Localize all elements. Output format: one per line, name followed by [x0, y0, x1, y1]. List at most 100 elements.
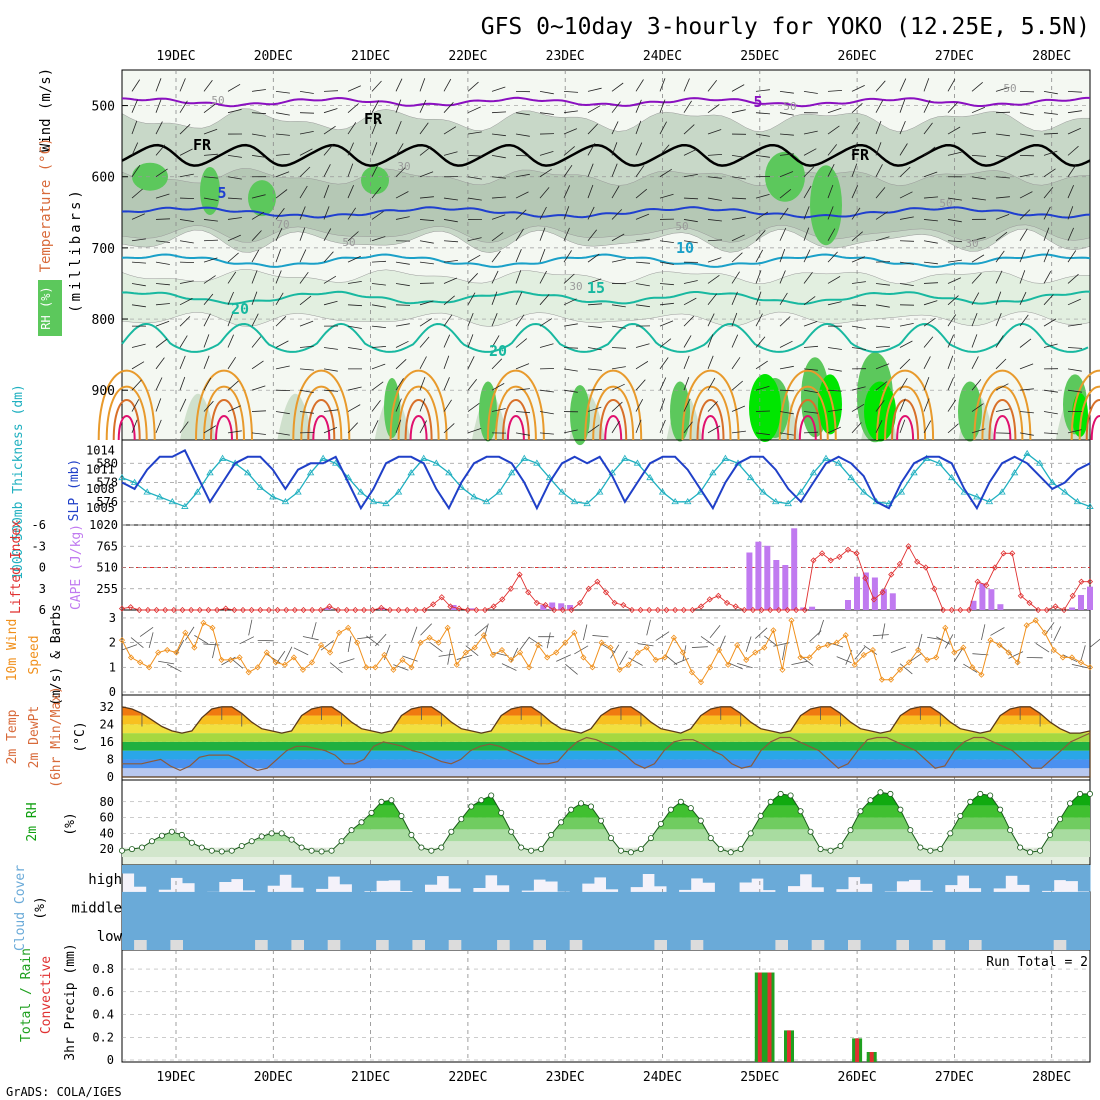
wind10m-barb	[565, 663, 578, 675]
thickness-line-point	[948, 473, 956, 481]
lifted-index-line-point	[153, 606, 160, 614]
precip-convective-bar	[869, 1052, 874, 1062]
lifted-index-line-point	[620, 601, 627, 609]
temp-band	[122, 715, 1090, 725]
wind-barb	[995, 291, 1002, 305]
lifted-index-line-point	[309, 606, 316, 614]
warm-isotherm-arch	[112, 398, 141, 441]
wind-barb	[155, 398, 162, 412]
cape-bar	[378, 607, 385, 610]
lifted-index-line-point	[1061, 606, 1068, 614]
rh-green-patch	[384, 377, 400, 438]
thickness-line-point	[244, 469, 252, 476]
rh2m-line-point	[378, 798, 385, 805]
rh2m-line-point	[498, 809, 505, 816]
wind-barb	[443, 314, 453, 327]
rh2m-line-point	[468, 803, 475, 810]
wind-barb	[611, 163, 618, 177]
rh2m-line-point	[178, 831, 185, 838]
wind-barb	[851, 142, 858, 156]
contour-label: FR	[193, 136, 212, 154]
wind-barb	[395, 191, 409, 199]
wind-barb	[755, 313, 763, 327]
cloud-high-bar	[1053, 865, 1067, 881]
wind-barb	[851, 85, 865, 92]
wind-barb	[995, 383, 1009, 391]
ylabel-total-rain: Total / Rain	[19, 948, 34, 1042]
wind-barb	[971, 379, 982, 391]
thickness-line-point	[118, 473, 126, 481]
wind-barb	[347, 85, 361, 92]
thickness-line-point	[420, 454, 428, 461]
lifted-index-line-point	[957, 606, 964, 614]
cape-tick-label: 765	[96, 539, 118, 553]
contour-label: 50	[1003, 82, 1016, 95]
wind-barb	[1043, 112, 1058, 115]
wind-barb	[155, 419, 162, 434]
wind-barb	[1067, 127, 1081, 135]
wind-barb	[347, 103, 359, 113]
wind-barb	[827, 251, 838, 263]
wind-barb	[803, 272, 813, 284]
thickness-line-point	[294, 488, 302, 495]
day-label-bottom: 23DEC	[546, 1070, 585, 1085]
wind-barb	[419, 146, 432, 156]
wind-barb	[323, 389, 339, 392]
wind10m-barb	[501, 663, 517, 671]
wind10m-barb	[357, 636, 374, 640]
cape-tick-label: 1020	[89, 518, 118, 532]
cloud-high-bar	[436, 865, 450, 877]
thickness-line-point	[797, 488, 805, 495]
wind-barb	[515, 314, 525, 327]
wind10m-barb	[375, 633, 387, 647]
wind-barb	[275, 411, 290, 415]
wind-barb	[1043, 411, 1058, 415]
cloud-high-bar	[714, 865, 728, 893]
cloud-high-bar	[690, 865, 704, 879]
lifted-index-line-point	[343, 606, 350, 614]
precip-tick-label: 0.8	[92, 962, 114, 976]
wind-barb	[803, 227, 810, 241]
wind-barb	[1067, 164, 1077, 177]
wind-barb	[179, 197, 195, 199]
wind-barb	[851, 207, 861, 220]
wind-barb	[659, 283, 674, 286]
thickness-line-point	[973, 493, 981, 500]
wind10m-barb	[827, 642, 844, 648]
wind-barb	[563, 298, 577, 306]
wind-barb	[995, 270, 1003, 284]
rh2m-line-point	[168, 828, 175, 835]
wind-barb	[827, 144, 838, 156]
warm-isotherm-arch	[203, 385, 245, 441]
wind-speed-line-point	[182, 629, 189, 636]
wind-barb	[947, 102, 958, 113]
wind-barb	[1019, 173, 1034, 178]
rh2m-line-point	[288, 836, 295, 843]
lifted-index-line-point	[481, 606, 489, 614]
cloud-low-gap	[291, 940, 304, 950]
cloud-high-bar	[255, 865, 268, 893]
wind-barb	[491, 176, 506, 179]
wind-barb	[707, 197, 722, 201]
lifted-index-line-point	[965, 606, 973, 614]
wind-barb	[659, 240, 674, 243]
thickness-line-point	[269, 493, 277, 500]
wind10m-barb	[519, 636, 530, 651]
thickness-line-point	[168, 497, 176, 505]
wind-barb	[155, 320, 170, 327]
wind-barb	[1043, 90, 1058, 95]
wind-barb	[611, 142, 618, 156]
wind-barb	[707, 313, 715, 327]
rh2m-line-point	[1077, 790, 1084, 797]
wind-barb	[563, 323, 578, 327]
wind-barb	[371, 363, 386, 370]
rh2m-line-point	[258, 833, 265, 840]
thickness-line-point	[508, 469, 516, 476]
thickness-line-point	[721, 454, 730, 461]
wind-barb	[371, 260, 387, 263]
rh2m-line-point	[907, 827, 914, 834]
wind-barb	[707, 154, 723, 156]
cloud-high-bar	[751, 865, 764, 879]
rh2m-line-point	[578, 800, 585, 807]
wind-speed-line-point	[227, 656, 234, 663]
